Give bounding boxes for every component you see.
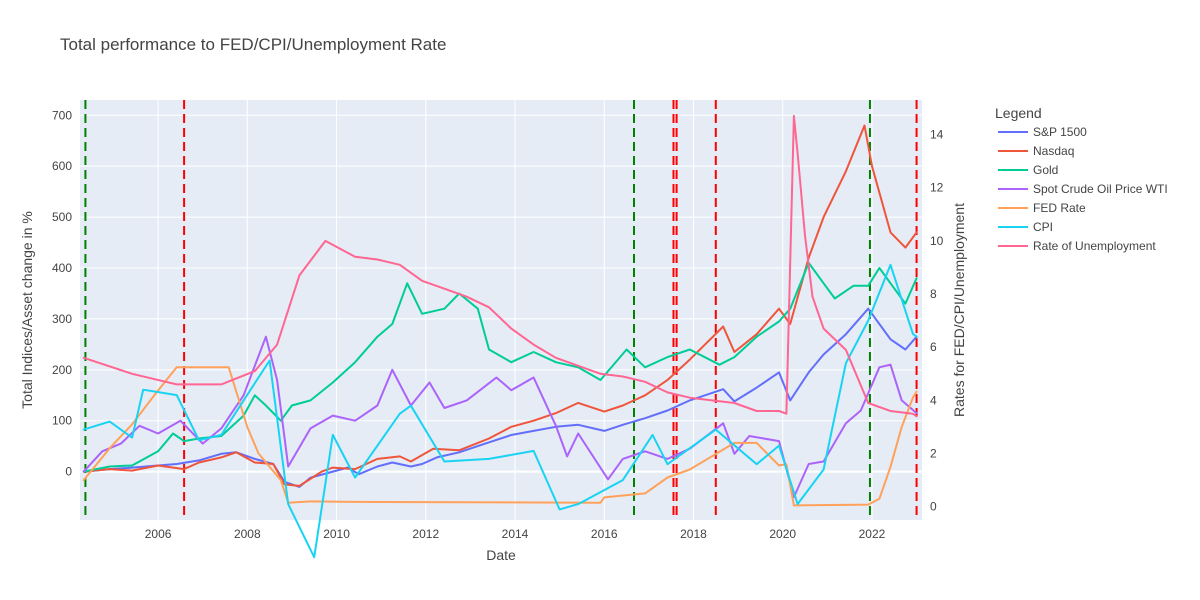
x-tick-label: 2016 [591,527,618,541]
y-tick-label: 200 [52,363,72,377]
legend-title: Legend [995,105,1042,121]
legend-label: CPI [1033,220,1053,234]
y-tick-label: 400 [52,261,72,275]
grid-lines [80,100,922,520]
legend-label: Gold [1033,163,1058,177]
series-line [82,366,918,507]
y2-tick-label: 6 [930,340,937,354]
y2-tick-label: 12 [930,181,944,195]
y2-tick-label: 8 [930,287,937,301]
x-tick-label: 2018 [680,527,707,541]
legend: Legend S&P 1500 Nasdaq Gold Spot Crude Oil … [995,105,1168,253]
x-tick-label: 2012 [412,527,439,541]
series-line [82,335,918,499]
legend-label: S&P 1500 [1033,125,1087,139]
x-axis-title: Date [486,547,516,563]
legend-label: Rate of Unemployment [1033,239,1156,253]
legend-label: Spot Crude Oil Price WTI [1033,182,1168,196]
y2-tick-label: 4 [930,393,937,407]
y2-tick-label: 14 [930,128,944,142]
series-line [82,114,918,418]
y2-axis-title: Rates for FED/CPI/Unemployment [951,203,967,417]
y-axis-title: Total Indices/Asset change in % [19,211,35,409]
chart-title: Total performance to FED/CPI/Unemploymen… [60,35,446,54]
series-line [82,263,918,559]
x-tick-label: 2006 [145,527,172,541]
y-tick-label: 500 [52,210,72,224]
x-tick-label: 2014 [502,527,529,541]
y-tick-label: 100 [52,414,72,428]
y2-tick-label: 2 [930,447,937,461]
x-tick-label: 2022 [859,527,886,541]
x-tick-label: 2020 [769,527,796,541]
y-tick-label: 300 [52,312,72,326]
x-tick-label: 2010 [323,527,350,541]
series-lines [82,114,918,559]
legend-label: Nasdaq [1033,144,1074,158]
legend-label: FED Rate [1033,201,1086,215]
series-line [82,261,918,473]
y2-tick-label: 10 [930,234,944,248]
x-tick-label: 2008 [234,527,261,541]
y-tick-label: 0 [65,465,72,479]
y-tick-label: 700 [52,108,72,122]
y2-tick-label: 0 [930,500,937,514]
y-tick-label: 600 [52,159,72,173]
